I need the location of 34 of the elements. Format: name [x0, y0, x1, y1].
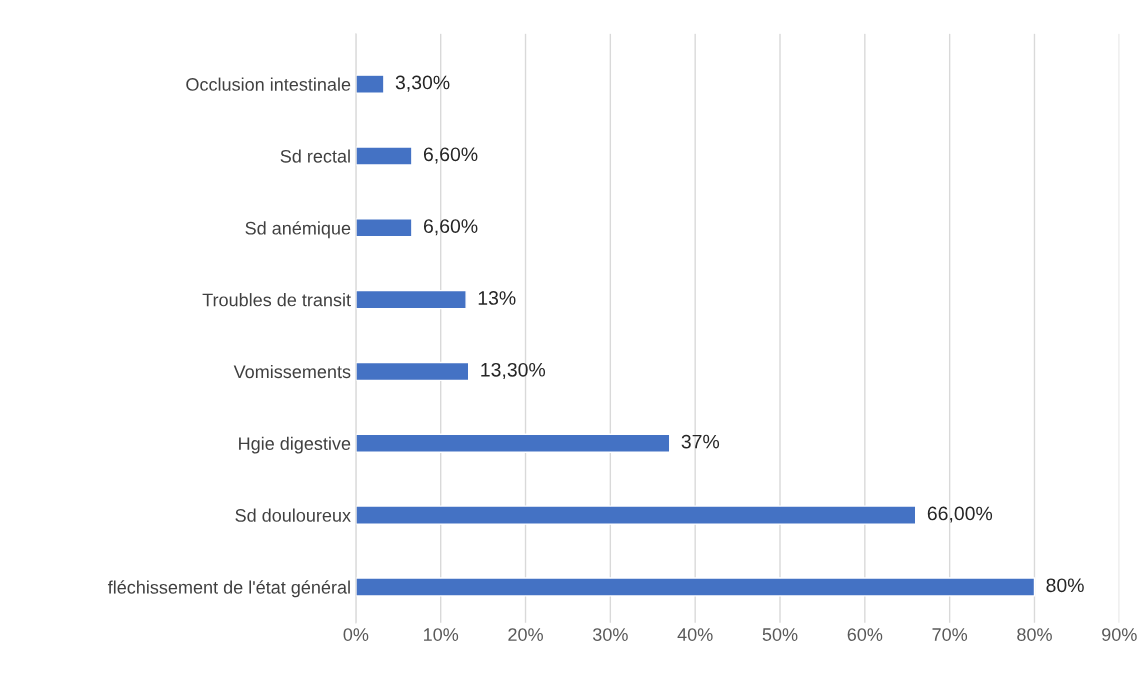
- y-tick-label: Hgie digestive: [239, 436, 351, 454]
- x-tick-label: 90%: [1102, 628, 1137, 641]
- x-tick-label: 70%: [932, 628, 968, 641]
- data-label: 80%: [1046, 578, 1084, 593]
- y-tick-label: fléchissement de l'état général: [107, 580, 350, 598]
- bar: [355, 505, 917, 525]
- bar: [355, 433, 671, 453]
- data-label: 6,60%: [423, 219, 478, 236]
- x-tick-label: 80%: [1017, 628, 1052, 641]
- data-label: 13,30%: [481, 362, 546, 379]
- data-label: 66,00%: [927, 506, 993, 523]
- bar: [355, 361, 470, 382]
- x-tick-label: 50%: [762, 628, 798, 641]
- y-tick-label: Sd douloureux: [235, 508, 351, 522]
- x-tick-label: 30%: [592, 628, 628, 641]
- y-tick-label: Occlusion intestinale: [186, 77, 351, 91]
- x-tick-label: 20%: [508, 628, 543, 641]
- data-label: 3,30%: [395, 75, 450, 92]
- y-tick-label: Sd anémique: [245, 221, 351, 239]
- data-label: 6,60%: [423, 147, 478, 164]
- y-tick-label: Sd rectal: [280, 149, 350, 163]
- bar: [355, 577, 1036, 597]
- data-label: 37%: [681, 434, 720, 449]
- bar: [355, 218, 413, 238]
- x-tick-label: 40%: [677, 628, 713, 641]
- bar: [355, 146, 413, 166]
- bar: [355, 289, 467, 310]
- data-label: 13%: [478, 291, 516, 305]
- x-tick-label: 60%: [847, 628, 883, 641]
- y-tick-label: Troubles de transit: [202, 293, 351, 307]
- y-tick-label: Vomissements: [233, 364, 351, 379]
- bar: [355, 74, 385, 94]
- x-tick-label: 0%: [343, 628, 369, 641]
- x-tick-label: 10%: [424, 628, 459, 641]
